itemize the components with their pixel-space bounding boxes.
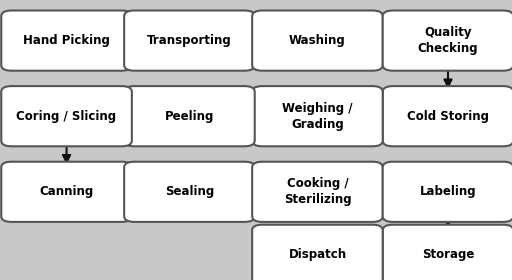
Text: Coring / Slicing: Coring / Slicing <box>16 110 117 123</box>
Text: Storage: Storage <box>422 248 474 261</box>
Text: Peeling: Peeling <box>165 110 214 123</box>
FancyBboxPatch shape <box>124 86 255 146</box>
Text: Cold Storing: Cold Storing <box>407 110 489 123</box>
FancyBboxPatch shape <box>2 86 132 146</box>
FancyBboxPatch shape <box>2 162 132 222</box>
FancyBboxPatch shape <box>2 10 132 71</box>
FancyBboxPatch shape <box>252 10 382 71</box>
Text: Hand Picking: Hand Picking <box>23 34 110 47</box>
Text: Labeling: Labeling <box>420 185 476 198</box>
FancyBboxPatch shape <box>382 10 512 71</box>
Text: Canning: Canning <box>39 185 94 198</box>
FancyBboxPatch shape <box>124 10 255 71</box>
Text: Washing: Washing <box>289 34 346 47</box>
FancyBboxPatch shape <box>382 86 512 146</box>
Text: Sealing: Sealing <box>165 185 214 198</box>
FancyBboxPatch shape <box>252 225 382 280</box>
FancyBboxPatch shape <box>252 162 382 222</box>
Text: Dispatch: Dispatch <box>288 248 347 261</box>
Text: Weighing /
Grading: Weighing / Grading <box>282 102 353 131</box>
Text: Cooking /
Sterilizing: Cooking / Sterilizing <box>284 177 351 206</box>
FancyBboxPatch shape <box>382 162 512 222</box>
FancyBboxPatch shape <box>124 162 255 222</box>
Text: Quality
Checking: Quality Checking <box>418 26 478 55</box>
Text: Transporting: Transporting <box>147 34 232 47</box>
FancyBboxPatch shape <box>252 86 382 146</box>
FancyBboxPatch shape <box>382 225 512 280</box>
